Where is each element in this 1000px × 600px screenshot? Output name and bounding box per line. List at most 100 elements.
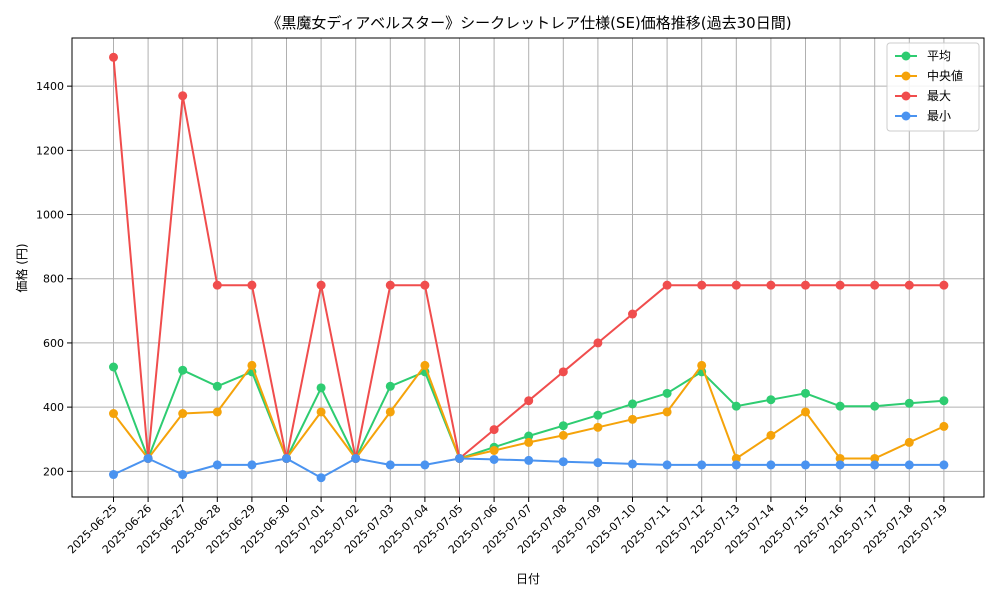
data-point-max [558, 367, 568, 377]
data-point-median [489, 445, 499, 455]
data-point-min [593, 458, 603, 468]
legend-item-median: 中央値 [895, 68, 963, 83]
legend-item-avg: 平均 [895, 49, 951, 63]
data-point-min [489, 454, 499, 464]
data-point-max [489, 425, 499, 435]
data-point-min [143, 453, 153, 463]
legend-label: 最小 [927, 109, 951, 123]
data-point-min [420, 460, 430, 470]
data-point-median [420, 360, 430, 370]
data-point-median [904, 437, 914, 447]
data-point-max [178, 91, 188, 101]
data-point-min [766, 460, 776, 470]
data-point-median [247, 360, 257, 370]
data-point-avg [801, 388, 810, 398]
y-tick-label: 1000 [36, 209, 64, 222]
data-point-median [766, 430, 776, 440]
data-point-max [420, 280, 430, 290]
data-point-min [212, 460, 222, 470]
data-point-min [939, 460, 949, 470]
data-point-max [939, 280, 949, 290]
data-point-avg [524, 431, 534, 441]
data-point-median [558, 430, 568, 440]
data-point-min [870, 460, 880, 470]
data-point-avg [835, 401, 845, 411]
data-point-min [524, 455, 534, 465]
grid [72, 38, 984, 497]
data-point-median [593, 422, 603, 432]
data-point-avg [731, 401, 741, 411]
data-point-max [835, 280, 845, 290]
data-point-min [455, 453, 464, 463]
legend-swatch-marker [901, 111, 911, 121]
y-tick-label: 200 [43, 465, 64, 478]
data-point-min [109, 470, 118, 480]
data-point-avg [904, 398, 914, 408]
data-point-min [835, 460, 845, 470]
data-point-max [593, 338, 603, 348]
data-point-avg [766, 395, 776, 405]
data-point-median [870, 453, 880, 463]
plot-frame [71, 37, 985, 498]
y-axis-label: 価格 (円) [14, 243, 29, 292]
data-point-avg [939, 396, 949, 406]
legend-swatch-marker [901, 51, 911, 61]
legend-item-min: 最小 [895, 109, 951, 123]
data-point-avg [212, 381, 222, 391]
data-point-min [628, 459, 637, 469]
data-point-avg [316, 383, 326, 393]
data-point-min [351, 453, 361, 463]
data-point-min [731, 460, 741, 470]
data-point-max [385, 280, 395, 290]
legend-label: 平均 [927, 49, 951, 63]
data-point-median [697, 360, 707, 370]
data-point-max [109, 52, 118, 62]
data-point-max [801, 280, 810, 290]
data-point-median [801, 407, 810, 417]
y-tick-label: 800 [43, 273, 64, 286]
data-point-median [731, 453, 741, 463]
data-point-min [247, 460, 257, 470]
data-point-max [316, 280, 326, 290]
legend-label: 最大 [927, 89, 951, 103]
data-point-max [524, 396, 534, 406]
data-point-max [628, 309, 637, 319]
y-tick-label: 600 [43, 337, 64, 350]
y-tick-label: 400 [43, 401, 64, 414]
data-point-avg [662, 388, 672, 398]
x-axis-label: 日付 [516, 572, 540, 586]
data-point-min [904, 460, 914, 470]
data-point-avg [870, 401, 880, 411]
data-point-median [524, 437, 534, 447]
data-point-median [835, 453, 845, 463]
data-point-min [385, 460, 395, 470]
series-median [109, 360, 949, 463]
data-point-median [939, 421, 949, 431]
data-point-median [178, 409, 188, 419]
data-point-median [628, 414, 637, 424]
chart-title: 《黒魔女ディアベルスター》シークレットレア仕様(SE)価格推移(過去30日間) [266, 14, 791, 32]
data-point-min [282, 453, 291, 463]
series-min [109, 453, 949, 483]
data-point-min [558, 457, 568, 467]
y-tick-label: 1200 [36, 144, 64, 157]
data-point-avg [385, 381, 395, 391]
data-point-min [316, 473, 326, 483]
legend-swatch-marker [901, 91, 911, 101]
data-point-max [731, 280, 741, 290]
data-point-max [662, 280, 672, 290]
data-point-min [662, 460, 672, 470]
data-point-max [247, 280, 257, 290]
data-point-min [697, 460, 707, 470]
data-point-max [766, 280, 776, 290]
data-point-median [109, 409, 118, 419]
data-point-median [316, 407, 326, 417]
data-point-avg [558, 421, 568, 431]
y-axis: 200 400 600 800 1000 1200 1400 [36, 80, 72, 478]
legend-label: 中央値 [927, 68, 963, 83]
data-point-avg [178, 365, 188, 375]
data-point-median [662, 407, 672, 417]
data-point-max [697, 280, 707, 290]
